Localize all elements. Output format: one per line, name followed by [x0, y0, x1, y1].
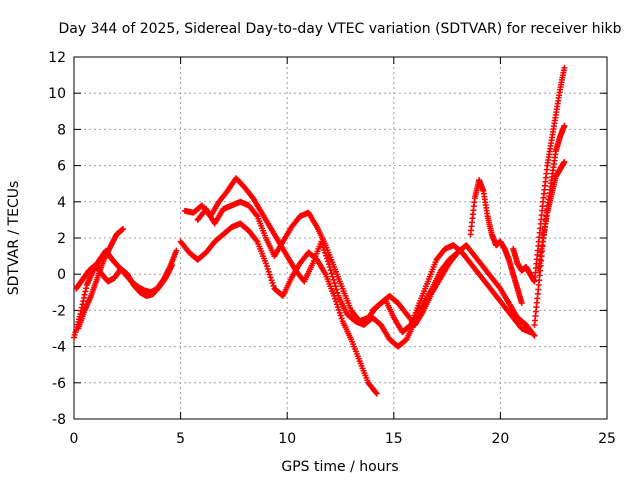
- y-tick-label: 4: [57, 195, 66, 211]
- x-tick-label: 20: [491, 431, 509, 447]
- series-track-h: [467, 177, 525, 307]
- data-point: [268, 277, 275, 284]
- data-point: [267, 274, 274, 281]
- data-point: [337, 312, 344, 319]
- x-tick-label: 5: [176, 431, 185, 447]
- data-point: [373, 390, 380, 397]
- data-point: [333, 301, 340, 308]
- data-point: [323, 252, 330, 259]
- data-point: [269, 280, 276, 287]
- series-track-g: [369, 242, 538, 339]
- data-point: [518, 300, 525, 307]
- x-tick-label: 15: [385, 431, 403, 447]
- y-tick-label: 6: [57, 159, 66, 175]
- data-point: [169, 262, 176, 269]
- y-axis-label: SDTVAR / TECUs: [6, 181, 22, 296]
- data-point: [531, 332, 538, 339]
- data-point: [270, 282, 277, 289]
- data-point: [264, 265, 271, 272]
- data-point: [334, 289, 341, 296]
- data-point: [253, 237, 260, 244]
- data-point: [530, 331, 537, 338]
- x-tick-label: 10: [278, 431, 296, 447]
- data-point: [561, 64, 568, 71]
- data-point: [263, 263, 270, 270]
- data-point: [327, 267, 334, 274]
- series-track-i: [510, 64, 568, 285]
- y-tick-label: -2: [52, 303, 66, 319]
- data-point: [335, 306, 342, 313]
- data-point: [328, 270, 335, 277]
- series-track-c: [75, 225, 127, 332]
- y-tick-label: -8: [52, 412, 66, 428]
- data-point: [561, 122, 568, 129]
- data-point: [265, 268, 272, 275]
- series-track-e: [181, 175, 461, 350]
- grid-lines: [74, 57, 607, 419]
- series-track-d: [177, 220, 380, 397]
- y-tick-label: 12: [48, 50, 66, 66]
- x-tick-label: 0: [70, 431, 79, 447]
- y-tick-label: 10: [48, 86, 66, 102]
- data-point: [332, 283, 339, 290]
- y-tick-label: 2: [57, 231, 66, 247]
- x-tick-label: 25: [598, 431, 616, 447]
- series-track-k: [535, 158, 568, 274]
- data-point: [331, 280, 338, 287]
- chart-title: Day 344 of 2025, Sidereal Day-to-day VTE…: [59, 21, 622, 37]
- y-tick-label: -6: [52, 376, 66, 392]
- data-point: [406, 322, 413, 329]
- axis-ticks: 0 5 10 15 20 25 -8 -6 -4 -2 0 2 4 6 8 10 12: [48, 50, 616, 447]
- y-tick-label: 0: [57, 267, 66, 283]
- data-point: [324, 258, 331, 265]
- data-point: [323, 255, 330, 262]
- data-point: [120, 225, 127, 232]
- series-track-a: [71, 247, 180, 341]
- data-point: [262, 260, 269, 267]
- x-axis-label: GPS time / hours: [281, 459, 398, 475]
- data-point: [332, 298, 339, 305]
- data-point: [333, 286, 340, 293]
- data-point: [372, 389, 379, 396]
- data-point: [329, 273, 336, 280]
- data-point: [561, 158, 568, 165]
- data-point: [338, 315, 345, 322]
- series-track-b: [73, 262, 176, 299]
- data-point: [336, 309, 343, 316]
- data-point: [334, 304, 341, 311]
- data-point: [253, 212, 260, 219]
- y-tick-label: -4: [52, 340, 66, 356]
- data-point: [266, 271, 273, 278]
- data-points: [71, 64, 568, 397]
- data-point: [173, 247, 180, 254]
- y-tick-label: 8: [57, 122, 66, 138]
- data-point: [330, 276, 337, 283]
- data-point: [332, 295, 339, 302]
